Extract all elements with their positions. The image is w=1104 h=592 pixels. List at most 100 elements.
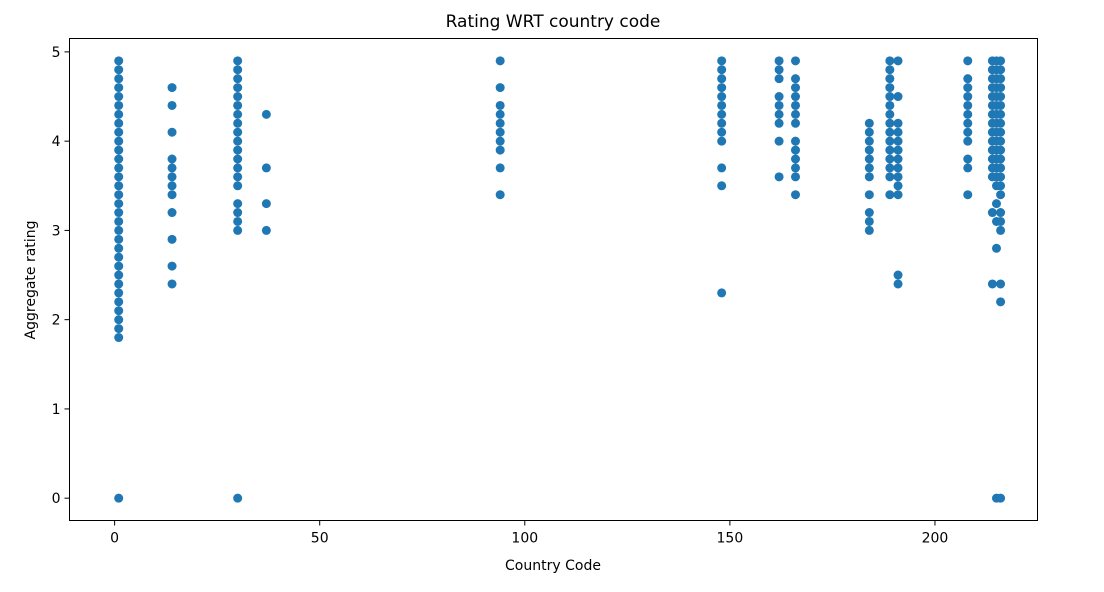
scatter-point xyxy=(996,216,1006,226)
scatter-point xyxy=(114,324,124,334)
scatter-point xyxy=(996,92,1006,102)
scatter-point xyxy=(864,145,874,155)
scatter-point xyxy=(261,109,271,119)
scatter-point xyxy=(893,181,903,191)
scatter-point xyxy=(261,199,271,209)
scatter-point xyxy=(791,100,800,110)
scatter-point xyxy=(963,83,973,93)
scatter-point xyxy=(864,127,874,137)
scatter-point xyxy=(963,190,973,200)
scatter-point xyxy=(495,56,505,66)
scatter-point xyxy=(791,136,800,146)
scatter-point xyxy=(233,225,243,235)
scatter-point xyxy=(233,65,243,75)
scatter-point xyxy=(233,118,243,128)
scatter-point xyxy=(996,163,1006,173)
scatter-point xyxy=(885,109,895,119)
scatter-point xyxy=(495,163,505,173)
scatter-point xyxy=(233,100,243,110)
scatter-point xyxy=(996,145,1006,155)
scatter-point xyxy=(114,118,124,128)
y-axis: 0 1 2 3 4 5 xyxy=(52,45,70,507)
scatter-point xyxy=(791,118,800,128)
scatter-point xyxy=(893,154,903,164)
scatter-point xyxy=(774,92,784,102)
scatter-point xyxy=(893,118,903,128)
scatter-point xyxy=(963,109,973,119)
scatter-point xyxy=(893,136,903,146)
scatter-point xyxy=(774,100,784,110)
scatter-point xyxy=(791,56,800,66)
scatter-point xyxy=(114,315,124,325)
scatter-point xyxy=(114,234,124,244)
y-tick-label: 2 xyxy=(52,313,61,329)
x-axis-label: Country Code xyxy=(505,558,601,574)
scatter-points xyxy=(114,56,1006,503)
scatter-point xyxy=(963,154,973,164)
scatter-point xyxy=(893,279,903,289)
scatter-point xyxy=(114,163,124,173)
scatter-point xyxy=(717,127,727,137)
scatter-point xyxy=(167,279,177,289)
scatter-point xyxy=(495,145,505,155)
y-tick-label: 3 xyxy=(52,223,61,239)
scatter-point xyxy=(167,190,177,200)
scatter-point xyxy=(885,92,895,102)
scatter-point xyxy=(233,56,243,66)
scatter-point xyxy=(791,163,800,173)
scatter-point xyxy=(864,190,874,200)
scatter-point xyxy=(114,65,124,75)
x-tick-label: 150 xyxy=(717,531,744,547)
scatter-point xyxy=(864,118,874,128)
scatter-point xyxy=(996,100,1006,110)
scatter-point xyxy=(114,243,124,253)
scatter-point xyxy=(963,56,973,66)
scatter-point xyxy=(233,136,243,146)
scatter-point xyxy=(114,56,124,66)
y-tick-label: 5 xyxy=(52,45,61,61)
scatter-point xyxy=(717,288,727,298)
scatter-point xyxy=(495,136,505,146)
scatter-point xyxy=(717,118,727,128)
scatter-point xyxy=(167,83,177,93)
scatter-point xyxy=(963,163,973,173)
scatter-point xyxy=(774,109,784,119)
scatter-point xyxy=(996,109,1006,119)
scatter-point xyxy=(996,83,1006,93)
scatter-point xyxy=(893,127,903,137)
scatter-point xyxy=(893,92,903,102)
scatter-point xyxy=(791,145,800,155)
scatter-point xyxy=(167,100,177,110)
scatter-point xyxy=(233,145,243,155)
scatter-point xyxy=(963,127,973,137)
x-tick-label: 200 xyxy=(922,531,949,547)
scatter-point xyxy=(963,74,973,84)
scatter-point xyxy=(885,145,895,155)
scatter-point xyxy=(114,493,124,503)
scatter-point xyxy=(987,279,997,289)
scatter-point xyxy=(996,56,1006,66)
scatter-point xyxy=(114,279,124,289)
scatter-point xyxy=(996,118,1006,128)
y-tick-label: 4 xyxy=(52,134,61,150)
scatter-point xyxy=(963,136,973,146)
scatter-point xyxy=(996,279,1006,289)
scatter-point xyxy=(233,83,243,93)
scatter-point xyxy=(167,163,177,173)
scatter-point xyxy=(717,163,727,173)
scatter-point xyxy=(963,100,973,110)
scatter-point xyxy=(791,83,800,93)
scatter-point xyxy=(791,109,800,119)
x-tick-label: 50 xyxy=(311,531,329,547)
scatter-point xyxy=(996,172,1006,182)
scatter-point xyxy=(233,163,243,173)
scatter-point xyxy=(893,163,903,173)
scatter-point xyxy=(114,288,124,298)
scatter-point xyxy=(114,225,124,235)
scatter-point xyxy=(233,208,243,218)
y-tick-label: 1 xyxy=(52,402,61,418)
scatter-point xyxy=(717,65,727,75)
scatter-point xyxy=(991,243,1001,253)
scatter-point xyxy=(717,83,727,93)
scatter-point xyxy=(114,136,124,146)
